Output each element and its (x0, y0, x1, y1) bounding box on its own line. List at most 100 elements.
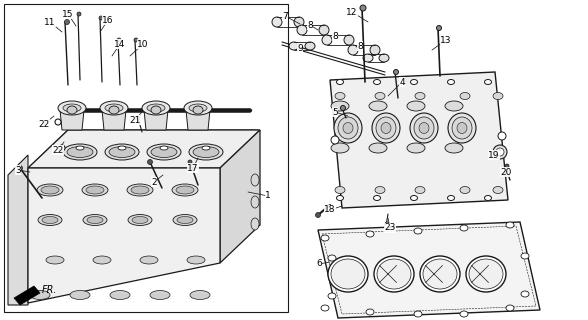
Ellipse shape (506, 305, 514, 311)
Ellipse shape (321, 235, 329, 241)
Polygon shape (186, 110, 210, 130)
Ellipse shape (335, 187, 345, 194)
Ellipse shape (105, 104, 123, 112)
Ellipse shape (38, 214, 62, 226)
Ellipse shape (445, 143, 463, 153)
Ellipse shape (128, 214, 152, 226)
Text: 20: 20 (500, 167, 512, 177)
Ellipse shape (147, 104, 165, 112)
Ellipse shape (374, 256, 414, 292)
Ellipse shape (415, 187, 425, 194)
Polygon shape (102, 110, 126, 130)
Ellipse shape (63, 144, 97, 160)
Ellipse shape (132, 217, 148, 223)
Ellipse shape (457, 123, 467, 133)
Ellipse shape (117, 38, 121, 42)
Ellipse shape (343, 123, 353, 133)
Text: 22: 22 (52, 146, 64, 155)
Ellipse shape (466, 256, 506, 292)
Polygon shape (60, 110, 84, 130)
Ellipse shape (496, 148, 504, 156)
Ellipse shape (419, 123, 429, 133)
Ellipse shape (410, 79, 417, 84)
Ellipse shape (76, 146, 84, 150)
Ellipse shape (379, 54, 389, 62)
Ellipse shape (136, 116, 140, 120)
Ellipse shape (460, 311, 468, 317)
Polygon shape (220, 130, 260, 263)
Ellipse shape (93, 256, 111, 264)
Text: 17: 17 (187, 164, 199, 172)
Ellipse shape (83, 214, 107, 226)
Ellipse shape (272, 17, 282, 27)
Ellipse shape (184, 101, 212, 115)
Ellipse shape (160, 146, 168, 150)
Ellipse shape (506, 222, 514, 228)
Ellipse shape (322, 35, 332, 45)
Ellipse shape (423, 259, 457, 289)
Ellipse shape (328, 255, 336, 261)
Polygon shape (144, 110, 168, 130)
Ellipse shape (110, 291, 130, 300)
Ellipse shape (305, 42, 315, 50)
Ellipse shape (445, 101, 463, 111)
Ellipse shape (366, 309, 374, 315)
Ellipse shape (294, 17, 304, 27)
Text: 13: 13 (440, 36, 452, 44)
Ellipse shape (485, 79, 492, 84)
Text: 8: 8 (307, 20, 313, 29)
Ellipse shape (381, 123, 391, 133)
Ellipse shape (77, 12, 81, 16)
Ellipse shape (420, 256, 460, 292)
Ellipse shape (493, 187, 503, 194)
Ellipse shape (70, 291, 90, 300)
Ellipse shape (375, 92, 385, 100)
Ellipse shape (331, 136, 339, 144)
Ellipse shape (109, 147, 135, 157)
Ellipse shape (134, 38, 138, 42)
Ellipse shape (58, 101, 86, 115)
Ellipse shape (348, 45, 358, 55)
Text: 5: 5 (332, 108, 338, 116)
Ellipse shape (460, 225, 468, 231)
Polygon shape (28, 168, 255, 215)
Ellipse shape (118, 146, 126, 150)
Ellipse shape (485, 196, 492, 201)
Text: 16: 16 (102, 15, 113, 25)
Polygon shape (8, 155, 28, 305)
Ellipse shape (189, 144, 223, 160)
Ellipse shape (127, 184, 153, 196)
Ellipse shape (147, 144, 181, 160)
Ellipse shape (151, 106, 161, 114)
Ellipse shape (460, 92, 470, 100)
Ellipse shape (189, 104, 207, 112)
Ellipse shape (18, 165, 22, 171)
Polygon shape (330, 72, 508, 208)
Ellipse shape (251, 218, 259, 230)
Ellipse shape (360, 5, 366, 11)
Ellipse shape (172, 184, 198, 196)
Ellipse shape (328, 293, 336, 299)
Ellipse shape (37, 184, 63, 196)
Text: 19: 19 (488, 150, 500, 159)
Ellipse shape (188, 160, 192, 164)
Ellipse shape (109, 106, 119, 114)
Polygon shape (28, 168, 220, 303)
Ellipse shape (447, 196, 455, 201)
Ellipse shape (493, 92, 503, 100)
Ellipse shape (142, 101, 170, 115)
Ellipse shape (331, 259, 365, 289)
Ellipse shape (67, 106, 77, 114)
Ellipse shape (415, 92, 425, 100)
Ellipse shape (344, 35, 354, 45)
Text: 10: 10 (137, 39, 149, 49)
Ellipse shape (377, 259, 411, 289)
Ellipse shape (316, 212, 320, 218)
Text: FR.: FR. (42, 285, 58, 295)
Polygon shape (28, 130, 260, 168)
Ellipse shape (151, 147, 177, 157)
Ellipse shape (336, 196, 343, 201)
Ellipse shape (373, 196, 380, 201)
Ellipse shape (363, 54, 373, 62)
Ellipse shape (393, 69, 399, 75)
